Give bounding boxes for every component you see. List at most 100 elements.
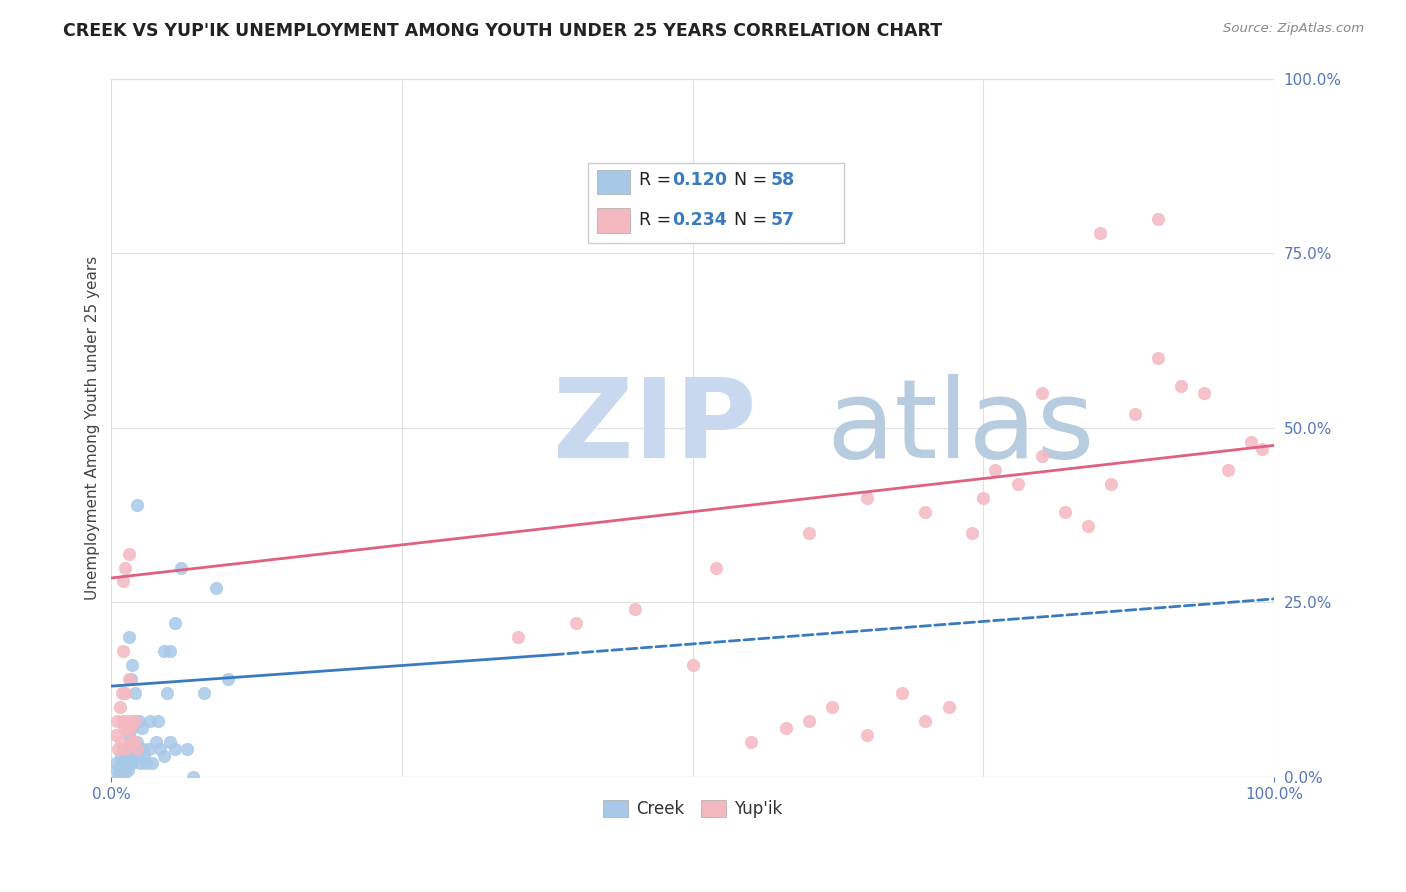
Point [117,714,139,728]
Point [108,700,131,714]
Point [139,714,162,728]
Point [115,756,138,770]
Point [1146,211,1168,226]
Point [132,748,155,763]
Point [1194,386,1216,401]
Point [193,686,215,700]
Text: N =: N = [723,171,773,189]
Point [165,616,187,631]
Point [124,686,146,700]
Point [1240,434,1263,449]
Point [120,748,142,763]
Point [112,763,135,777]
Point [105,763,128,777]
Point [118,756,141,770]
Text: R =: R = [640,171,678,189]
Point [112,756,135,770]
Point [914,714,936,728]
Point [107,770,129,784]
Point [122,742,145,756]
FancyBboxPatch shape [588,162,844,243]
Point [821,700,844,714]
Y-axis label: Unemployment Among Youth under 25 years: Unemployment Among Youth under 25 years [86,256,100,600]
Point [125,714,148,728]
Text: ZIP: ZIP [553,375,756,482]
Point [141,756,163,770]
Legend: Creek, Yup'ik: Creek, Yup'ik [596,793,789,824]
Point [117,763,139,777]
Point [118,547,141,561]
Point [128,714,150,728]
Point [145,735,167,749]
Point [118,728,141,742]
Point [960,525,983,540]
Point [114,686,136,700]
Point [138,742,160,756]
Point [115,721,138,735]
Text: R =: R = [640,211,678,229]
Point [112,770,135,784]
Point [115,742,138,756]
Point [205,582,228,596]
Point [114,763,136,777]
Point [152,748,174,763]
FancyBboxPatch shape [598,208,630,233]
Point [118,672,141,686]
Text: 0.234: 0.234 [672,211,727,229]
Point [1007,476,1029,491]
Point [121,714,143,728]
Point [124,714,146,728]
Point [120,735,142,749]
Point [105,728,128,742]
Point [112,742,135,756]
Point [972,491,994,505]
Point [170,560,193,574]
Point [105,714,128,728]
Point [127,748,149,763]
Point [1099,476,1122,491]
Point [121,721,143,735]
Point [159,735,181,749]
Point [938,700,960,714]
Point [1031,449,1053,463]
Point [181,770,204,784]
Point [1170,379,1192,393]
Point [114,560,136,574]
Point [111,756,134,770]
Point [165,742,187,756]
Text: CREEK VS YUP'IK UNEMPLOYMENT AMONG YOUTH UNDER 25 YEARS CORRELATION CHART: CREEK VS YUP'IK UNEMPLOYMENT AMONG YOUTH… [63,22,942,40]
Point [110,748,132,763]
Point [122,735,145,749]
Point [118,748,141,763]
Point [125,735,148,749]
Point [1123,407,1146,421]
Point [1216,463,1239,477]
Point [121,658,143,673]
Text: Source: ZipAtlas.com: Source: ZipAtlas.com [1223,22,1364,36]
Point [114,748,136,763]
Point [131,721,153,735]
Point [110,735,132,749]
Point [159,644,181,658]
Point [1146,351,1168,365]
Text: atlas: atlas [827,375,1095,482]
Text: 58: 58 [770,171,794,189]
Point [156,686,179,700]
Text: 0.120: 0.120 [672,171,727,189]
Point [1031,386,1053,401]
Point [1251,442,1274,456]
Point [121,756,143,770]
Point [740,735,762,749]
Point [112,574,135,589]
Point [856,491,879,505]
Point [118,735,141,749]
Point [682,658,704,673]
Point [107,742,129,756]
Point [117,748,139,763]
Point [112,714,135,728]
Point [118,630,141,644]
Point [112,721,135,735]
Text: 57: 57 [770,211,794,229]
Point [565,616,588,631]
Point [152,644,174,658]
